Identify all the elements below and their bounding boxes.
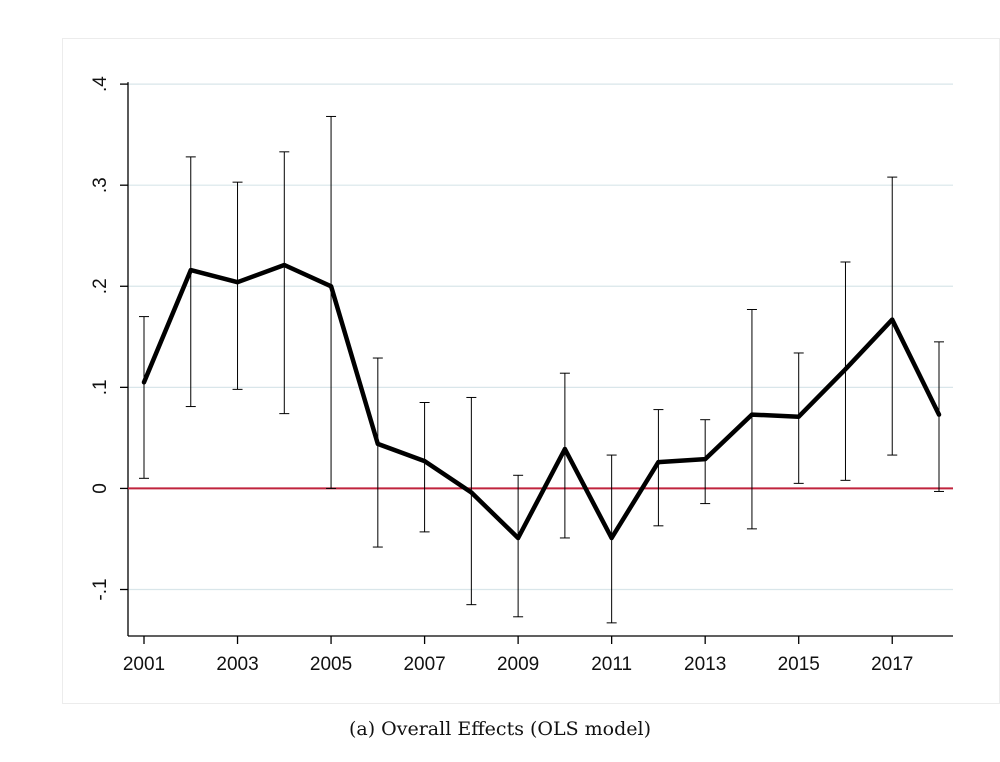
data-point-2010 [562, 447, 567, 452]
data-point-2002 [188, 268, 193, 273]
data-point-2008 [469, 490, 474, 495]
y-tick-label-0: -.1 [90, 578, 111, 600]
y-tick-label-1: 0 [90, 483, 111, 494]
x-tick-label-5: 2011 [591, 654, 632, 675]
data-point-2014 [749, 412, 754, 417]
y-tick-label-4: .3 [90, 177, 111, 193]
data-point-2012 [656, 460, 661, 465]
data-point-2018 [937, 412, 941, 417]
data-point-2011 [609, 535, 614, 540]
data-point-2013 [703, 457, 708, 462]
y-tick-label-3: .2 [90, 278, 111, 294]
data-point-2003 [235, 280, 240, 285]
x-tick-label-1: 2003 [216, 654, 258, 675]
data-point-2005 [329, 284, 334, 289]
x-tick-label-6: 2013 [684, 654, 726, 675]
data-point-2017 [890, 317, 895, 322]
grid-lines [128, 83, 953, 591]
x-tick-label-7: 2015 [778, 654, 820, 675]
data-point-2006 [375, 441, 380, 446]
x-tick-label-4: 2009 [497, 654, 539, 675]
series-line [141, 262, 942, 541]
series-group [141, 262, 942, 541]
figure-caption: (a) Overall Effects (OLS model) [348, 718, 652, 740]
y-tick-label-5: .4 [90, 76, 111, 92]
data-point-2007 [422, 459, 427, 464]
data-point-2009 [516, 535, 521, 540]
data-point-2004 [282, 263, 287, 268]
tick-labels: -.1 0 .1 .2 .3 .4 2001 2003 2005 2007 2009 2011 2013… [90, 76, 913, 675]
x-tick-label-0: 2001 [123, 654, 165, 675]
data-point-2016 [843, 367, 848, 372]
data-point-2001 [142, 380, 146, 385]
axes [120, 82, 953, 644]
x-tick-label-2: 2005 [310, 654, 352, 675]
data-point-2015 [796, 414, 801, 419]
error-bars [139, 115, 944, 624]
y-tick-label-2: .1 [90, 379, 111, 395]
x-tick-label-8: 2017 [871, 654, 913, 675]
x-tick-label-3: 2007 [403, 654, 445, 675]
